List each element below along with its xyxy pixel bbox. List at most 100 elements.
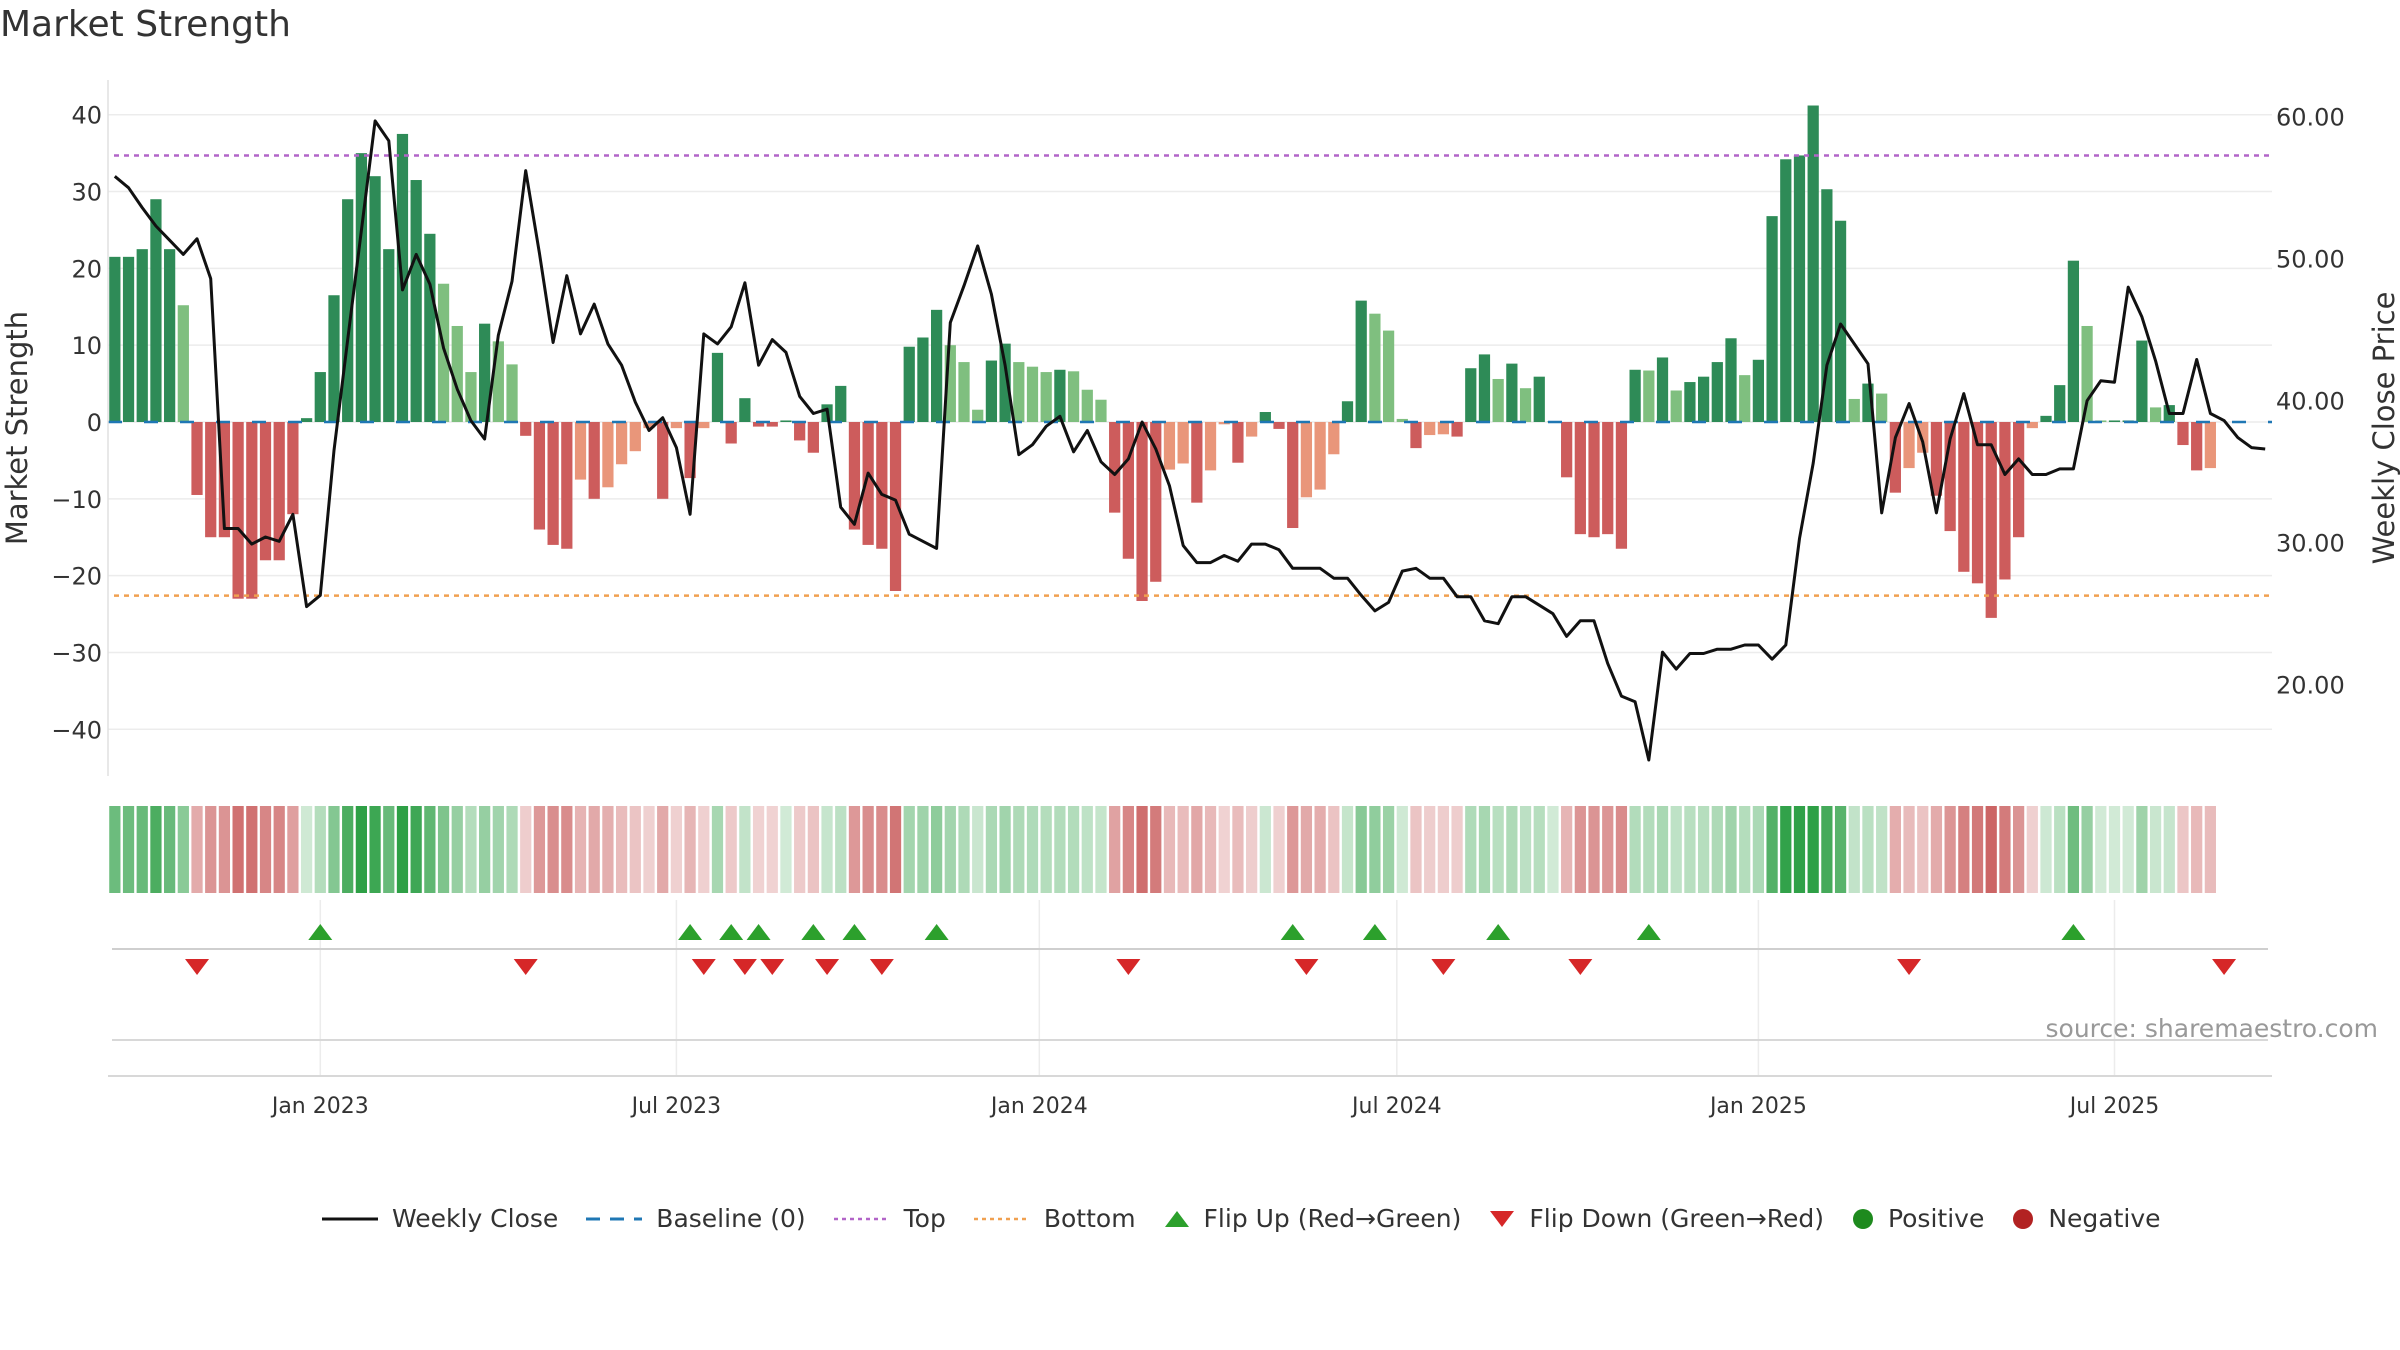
strength-bar [369,176,381,422]
heat-cell [917,806,929,893]
strength-bar [1451,422,1463,437]
strength-bar [1122,422,1134,559]
legend-negative[interactable]: Negative [2010,1204,2161,1233]
heat-cell [931,806,943,893]
flip-up-marker [308,924,333,940]
strength-bar [917,337,929,422]
heat-cell [972,806,984,893]
flip-up-marker [1486,924,1511,940]
strength-bar [588,422,600,499]
legend-positive[interactable]: Positive [1850,1204,1984,1233]
heat-cell [1382,806,1395,893]
legend-flip-up[interactable]: Flip Up (Red→Green) [1162,1204,1461,1233]
strength-bar [2149,407,2162,422]
legend-bottom[interactable]: Bottom [972,1204,1136,1233]
strength-bar [191,422,203,495]
flip-up-marker [801,924,826,940]
strength-bar [1026,366,1039,422]
strength-bar [931,309,943,422]
strength-bar [1328,422,1340,455]
source-watermark: source: sharemaestro.com [2045,1014,2379,1043]
chart-title: Market Strength [0,4,291,45]
legend-label: Top [903,1204,946,1233]
heat-cell [1369,806,1381,893]
heat-cell [369,806,381,893]
heat-cell [561,806,573,893]
flip-down-marker [2212,959,2237,975]
heat-cell [342,806,354,893]
strength-bar [1670,390,1682,422]
flip-markers [108,924,2272,1077]
heat-cell [2013,806,2025,893]
heat-cell [725,806,737,893]
close-line-layer [113,119,2266,762]
strength-bar [1424,422,1436,436]
strength-bar [1876,393,1888,422]
y2-tick-label: 60.00 [2276,104,2345,132]
strength-bar [1971,422,1984,584]
flip-down-marker [1568,959,1593,975]
heat-cell [1793,806,1806,893]
y2-tick-label: 30.00 [2276,530,2345,558]
flip-up-marker [746,924,771,940]
heat-cell [2108,806,2121,893]
heat-cell [273,806,285,893]
legend-label: Weekly Close [392,1204,559,1233]
heat-cell [1054,806,1066,893]
heat-cell [698,806,710,893]
heat-cell [1451,806,1463,893]
heat-cell [1232,806,1244,893]
flip-down-marker [691,959,716,975]
chart-legend: Weekly Close Baseline (0) Top Bottom Fli… [320,1204,2169,1233]
heat-cell [1328,806,1340,893]
strength-bar [1287,422,1299,529]
strength-bar [889,422,902,591]
heat-cell [1615,806,1628,893]
strength-bar [835,385,847,422]
strength-bar [1821,189,1833,422]
heat-cell [766,806,778,893]
strength-bar [876,422,888,549]
heat-cell [903,806,915,893]
legend-top[interactable]: Top [832,1204,946,1233]
heat-cell [410,806,422,893]
heat-cell [533,806,546,893]
strength-bar [328,295,340,422]
heat-cell [1026,806,1039,893]
heat-cell [1341,806,1354,893]
heat-cell [1670,806,1682,893]
strength-bar [1588,422,1600,538]
heat-cell [492,806,504,893]
heat-cell [1122,806,1134,893]
heat-cell [547,806,559,893]
legend-flip-down[interactable]: Flip Down (Green→Red) [1487,1204,1824,1233]
legend-baseline[interactable]: Baseline (0) [584,1204,806,1233]
strength-bar [1793,155,1806,422]
strength-bar [1739,375,1751,422]
y-tick-label: 30 [71,179,102,207]
strength-bar [342,199,354,422]
heat-cell [1766,806,1778,893]
heat-cell [2136,806,2148,893]
strength-heat-strip [109,806,2216,893]
strength-bar [1300,422,1313,498]
strength-bar [547,422,559,545]
heat-cell [1574,806,1586,893]
heat-cell [1519,806,1532,893]
heat-cell [383,806,395,893]
legend-weekly-close[interactable]: Weekly Close [320,1204,558,1233]
heat-cell [164,806,176,893]
heat-cell [136,806,148,893]
heat-cell [300,806,313,893]
strength-bar [1177,422,1189,464]
heat-cell [1903,806,1915,893]
strength-bar [177,305,189,422]
strength-bar [1848,398,1860,422]
heat-cell [246,806,258,893]
heat-cell [328,806,340,893]
strength-bar [2177,422,2189,446]
strength-bar [1574,422,1586,535]
strength-bar [451,325,463,422]
heat-cell [835,806,847,893]
strength-bar [1246,422,1258,437]
